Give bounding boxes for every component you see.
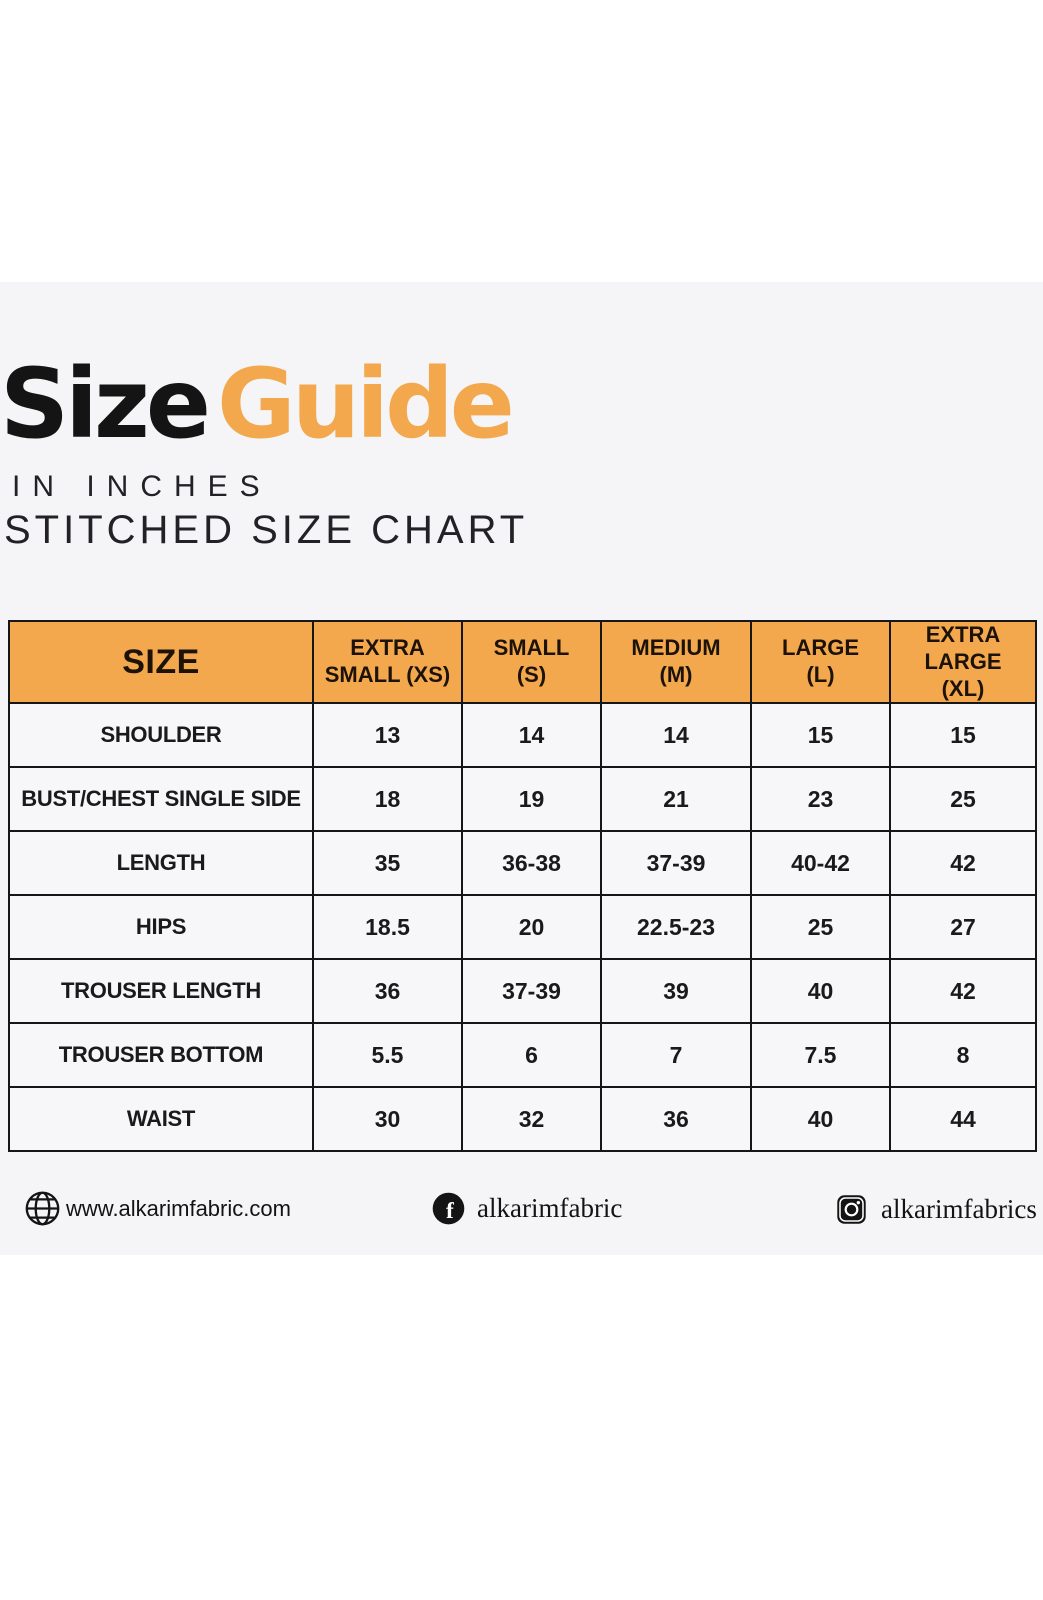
subtitle-in-inches: IN INCHES	[12, 470, 272, 503]
size-value: 15	[750, 702, 891, 769]
facebook-handle: alkarimfabric	[477, 1193, 623, 1223]
size-value: 40	[750, 1086, 891, 1153]
size-value: 42	[889, 958, 1037, 1025]
size-value: 8	[889, 1022, 1037, 1089]
size-value: 18	[312, 766, 463, 833]
size-value: 39	[600, 958, 752, 1025]
subtitle-stitched-size-chart: STITCHED SIZE CHART	[4, 508, 529, 552]
size-value: 40	[750, 958, 891, 1025]
size-value: 27	[889, 894, 1037, 961]
size-value: 25	[750, 894, 891, 961]
size-value: 37-39	[461, 958, 602, 1025]
row-label: TROUSER LENGTH	[8, 958, 314, 1025]
facebook-icon: f	[432, 1192, 465, 1225]
size-value: 36	[312, 958, 463, 1025]
column-header-medium: MEDIUM (M)	[600, 619, 752, 705]
size-value: 19	[461, 766, 602, 833]
svg-text:f: f	[446, 1198, 454, 1224]
size-value: 23	[750, 766, 891, 833]
size-value: 36	[600, 1086, 752, 1153]
table-row-trouser-length: TROUSER LENGTH 36 37-39 39 40 42	[8, 958, 1037, 1025]
table-row-length: LENGTH 35 36-38 37-39 40-42 42	[8, 830, 1037, 897]
website-url: www.alkarimfabric.com	[66, 1195, 291, 1221]
instagram-icon	[837, 1195, 866, 1224]
size-value: 14	[600, 702, 752, 769]
table-header-row: SIZE EXTRA SMALL (XS) SMALL (S) MEDIUM (…	[8, 619, 1037, 705]
row-label: SHOULDER	[8, 702, 314, 769]
footer-website: www.alkarimfabric.com	[24, 1190, 291, 1227]
table-row-shoulder: SHOULDER 13 14 14 15 15	[8, 702, 1037, 769]
size-value: 20	[461, 894, 602, 961]
row-label: HIPS	[8, 894, 314, 961]
size-value: 36-38	[461, 830, 602, 897]
column-header-extra-large: EXTRA LARGE (XL)	[889, 619, 1037, 705]
table-row-bust-chest: BUST/CHEST SINGLE SIDE 18 19 21 23 25	[8, 766, 1037, 833]
size-value: 37-39	[600, 830, 752, 897]
instagram-handle: alkarimfabrics	[881, 1194, 1037, 1224]
title-word-guide: Guide	[217, 348, 515, 460]
size-value: 14	[461, 702, 602, 769]
size-value: 42	[889, 830, 1037, 897]
table-row-hips: HIPS 18.5 20 22.5-23 25 27	[8, 894, 1037, 961]
size-value: 35	[312, 830, 463, 897]
size-value: 44	[889, 1086, 1037, 1153]
size-value: 13	[312, 702, 463, 769]
column-header-large: LARGE (L)	[750, 619, 891, 705]
column-header-size: SIZE	[8, 619, 314, 705]
size-value: 25	[889, 766, 1037, 833]
row-label: TROUSER BOTTOM	[8, 1022, 314, 1089]
size-value: 32	[461, 1086, 602, 1153]
row-label: LENGTH	[8, 830, 314, 897]
size-value: 22.5-23	[600, 894, 752, 961]
footer-facebook: f alkarimfabric	[432, 1192, 622, 1225]
size-value: 7.5	[750, 1022, 891, 1089]
size-value: 15	[889, 702, 1037, 769]
size-value: 6	[461, 1022, 602, 1089]
column-header-extra-small: EXTRA SMALL (XS)	[312, 619, 463, 705]
page-title: Size Guide	[0, 351, 1043, 458]
row-label: BUST/CHEST SINGLE SIDE	[8, 766, 314, 833]
size-value: 30	[312, 1086, 463, 1153]
table-row-trouser-bottom: TROUSER BOTTOM 5.5 6 7 7.5 8	[8, 1022, 1037, 1089]
size-value: 7	[600, 1022, 752, 1089]
size-value: 40-42	[750, 830, 891, 897]
row-label: WAIST	[8, 1086, 314, 1153]
globe-icon	[25, 1191, 60, 1226]
size-chart-table: SIZE EXTRA SMALL (XS) SMALL (S) MEDIUM (…	[8, 619, 1037, 1153]
footer-instagram: alkarimfabrics	[836, 1194, 1037, 1225]
column-header-small: SMALL (S)	[461, 619, 602, 705]
size-value: 21	[600, 766, 752, 833]
size-value: 5.5	[312, 1022, 463, 1089]
title-word-size: Size	[0, 348, 211, 460]
size-value: 18.5	[312, 894, 463, 961]
table-row-waist: WAIST 30 32 36 40 44	[8, 1086, 1037, 1153]
